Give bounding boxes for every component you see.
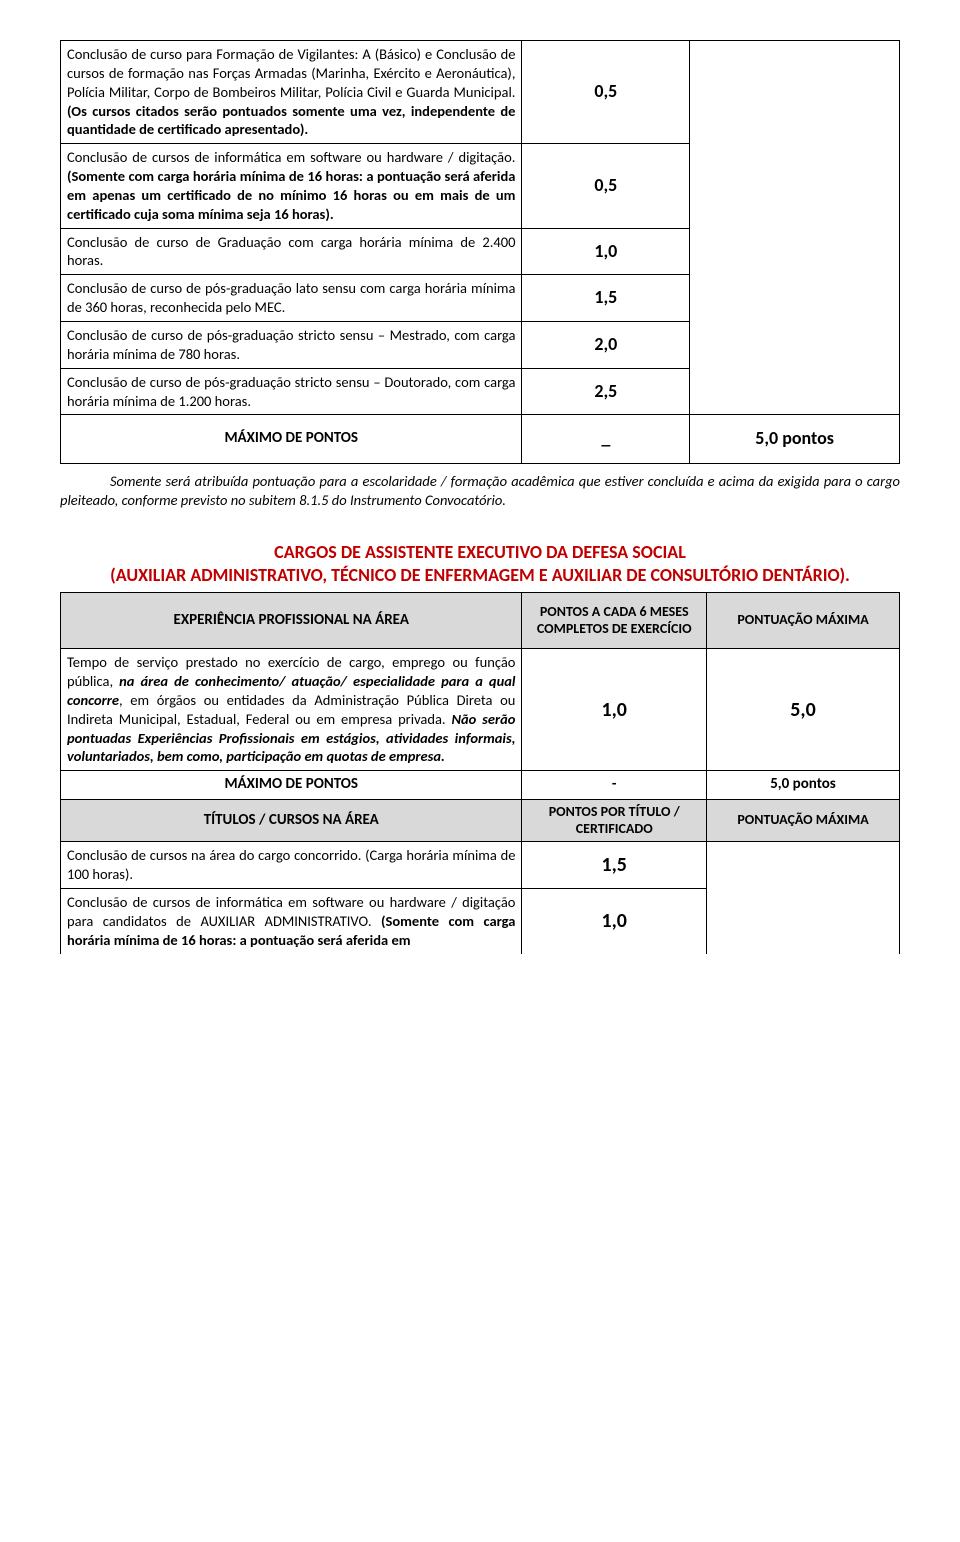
- cell-max-pts: 5,0 pontos: [690, 415, 900, 464]
- cell-desc: Conclusão de curso de pós-graduação stri…: [61, 321, 522, 368]
- note-text: Somente será atribuída pontuação para a …: [60, 472, 900, 511]
- header-cell: PONTOS POR TÍTULO / CERTIFICADO: [522, 799, 707, 842]
- cell-max-pts: 5,0 pontos: [707, 771, 900, 800]
- cell-max-dash: -: [522, 771, 707, 800]
- cell-val: 0,5: [522, 41, 690, 144]
- section-title: CARGOS DE ASSISTENTE EXECUTIVO DA DEFESA…: [60, 541, 900, 588]
- cell-val: 2,5: [522, 368, 690, 415]
- cell-val: 1,5: [522, 275, 690, 322]
- cell-val: 2,0: [522, 321, 690, 368]
- header-cell: TÍTULOS / CURSOS NA ÁREA: [61, 799, 522, 842]
- cell-max-label: MÁXIMO DE PONTOS: [61, 415, 522, 464]
- cell-desc: Conclusão de curso de Graduação com carg…: [61, 228, 522, 275]
- table-header-row: TÍTULOS / CURSOS NA ÁREA PONTOS POR TÍTU…: [61, 799, 900, 842]
- table-row-max: MÁXIMO DE PONTOS - 5,0 pontos: [61, 771, 900, 800]
- cell-desc: Conclusão de curso de pós-graduação stri…: [61, 368, 522, 415]
- cell-empty-span: [707, 842, 900, 954]
- table-cargos-assistente: EXPERIÊNCIA PROFISSIONAL NA ÁREA PONTOS …: [60, 592, 900, 954]
- section-title-line1: CARGOS DE ASSISTENTE EXECUTIVO DA DEFESA…: [274, 541, 686, 563]
- header-cell: PONTOS A CADA 6 MESES COMPLETOS DE EXERC…: [522, 592, 707, 649]
- cell-desc: Conclusão de curso de pós-graduação lato…: [61, 275, 522, 322]
- table-row-max: MÁXIMO DE PONTOS _ 5,0 pontos: [61, 415, 900, 464]
- cell-desc: Conclusão de cursos na área do cargo con…: [61, 842, 522, 889]
- table-header-row: EXPERIÊNCIA PROFISSIONAL NA ÁREA PONTOS …: [61, 592, 900, 649]
- table-row: Tempo de serviço prestado no exercício d…: [61, 649, 900, 771]
- cell-val: 1,0: [522, 228, 690, 275]
- cell-max-label: MÁXIMO DE PONTOS: [61, 771, 522, 800]
- header-cell: EXPERIÊNCIA PROFISSIONAL NA ÁREA: [61, 592, 522, 649]
- table-row: Conclusão de curso para Formação de Vigi…: [61, 41, 900, 144]
- cell-empty-span: [690, 41, 900, 415]
- cell-desc: Tempo de serviço prestado no exercício d…: [61, 649, 522, 771]
- cell-desc: Conclusão de cursos de informática em so…: [61, 144, 522, 228]
- section-title-line2: (AUXILIAR ADMINISTRATIVO, TÉCNICO DE ENF…: [110, 564, 850, 586]
- cell-desc: Conclusão de curso para Formação de Vigi…: [61, 41, 522, 144]
- table-row: Conclusão de cursos na área do cargo con…: [61, 842, 900, 889]
- table-titulos-1: Conclusão de curso para Formação de Vigi…: [60, 40, 900, 464]
- cell-max-dash: _: [522, 415, 690, 464]
- cell-desc: Conclusão de cursos de informática em so…: [61, 889, 522, 954]
- cell-val: 0,5: [522, 144, 690, 228]
- cell-val: 1,5: [522, 842, 707, 889]
- header-cell: PONTUAÇÃO MÁXIMA: [707, 799, 900, 842]
- cell-val: 1,0: [522, 889, 707, 954]
- cell-val: 5,0: [707, 649, 900, 771]
- cell-val: 1,0: [522, 649, 707, 771]
- header-cell: PONTUAÇÃO MÁXIMA: [707, 592, 900, 649]
